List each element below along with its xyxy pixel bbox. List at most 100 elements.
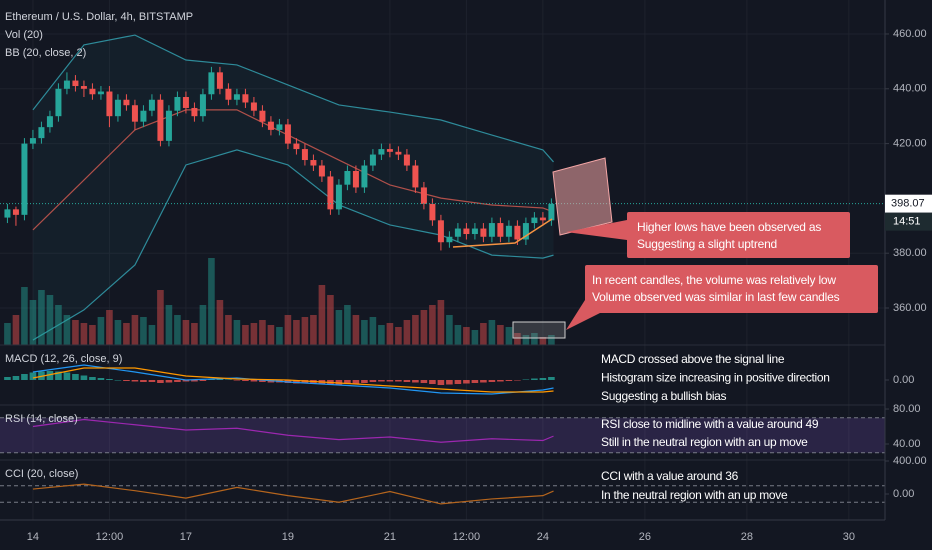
volume-bar <box>123 323 130 345</box>
volume-bar <box>157 290 164 345</box>
candle-body <box>114 99 121 117</box>
volume-bar <box>361 320 368 345</box>
histogram-bar <box>29 372 37 380</box>
y-tick-label: 440.00 <box>893 83 927 95</box>
x-tick-label: 30 <box>843 531 855 543</box>
candle-body <box>310 160 317 166</box>
histogram-bar <box>63 372 71 380</box>
callout-text: Suggesting a slight uptrend <box>637 237 777 251</box>
candle-body <box>12 209 19 215</box>
volume-bar <box>114 320 122 345</box>
histogram-bar <box>301 380 309 384</box>
histogram-bar <box>55 371 62 380</box>
histogram-bar <box>250 380 258 382</box>
callout-box <box>585 265 878 313</box>
candle-body <box>386 149 393 152</box>
candle-body <box>242 94 249 103</box>
volume-bar <box>72 320 79 345</box>
volume-bar <box>208 258 215 345</box>
histogram-bar <box>480 380 487 383</box>
candle-body <box>301 149 308 161</box>
candle-body <box>208 72 215 95</box>
volume-bar <box>463 327 470 345</box>
volume-bar <box>148 325 156 345</box>
volume-bar <box>403 320 411 345</box>
volume-bar <box>165 305 173 345</box>
annotation-text: Still in the neutral region with an up m… <box>601 435 808 449</box>
volume-bar <box>352 315 360 345</box>
legend-entry: Vol (20) <box>5 29 43 41</box>
histogram-bar <box>361 380 368 383</box>
candle-body <box>293 143 300 150</box>
histogram-bar <box>488 380 496 382</box>
volume-bar <box>437 300 445 345</box>
volume-bar <box>106 310 113 345</box>
histogram-bar <box>539 378 547 380</box>
histogram-bar <box>21 374 28 380</box>
volume-bar <box>21 287 28 345</box>
price-label-box <box>885 194 932 213</box>
candle-body <box>267 121 274 130</box>
histogram-bar <box>531 378 538 380</box>
y-tick-label: 80.00 <box>893 403 921 415</box>
volume-bar <box>46 295 54 345</box>
histogram-bar <box>429 380 436 384</box>
indicator-line <box>32 364 554 395</box>
volume-bar <box>497 325 504 345</box>
volume-bar <box>429 305 436 345</box>
volume-bar <box>191 323 198 345</box>
histogram-bar <box>157 380 164 383</box>
y-tick-label: 0.00 <box>893 488 914 500</box>
volume-bar <box>293 320 300 345</box>
volume-bar <box>344 305 351 345</box>
annotation-text: CCI with a value around 36 <box>601 469 739 483</box>
volume-bar <box>369 317 377 345</box>
histogram-bar <box>80 375 88 380</box>
x-tick-label: 17 <box>180 531 192 543</box>
volume-bar <box>140 317 147 345</box>
callout-text: Higher lows have been observed as <box>637 220 821 234</box>
histogram-bar <box>208 379 215 380</box>
candle-body <box>140 110 147 122</box>
histogram-bar <box>335 380 343 385</box>
volume-bar <box>199 305 207 345</box>
candle-body <box>38 127 45 139</box>
plot <box>0 34 885 505</box>
callout-box <box>627 212 850 258</box>
histogram-bar <box>174 380 181 382</box>
volume-highlight <box>512 321 566 339</box>
volume-bar <box>259 320 266 345</box>
volume-bar <box>514 333 521 345</box>
candle-body <box>21 143 28 215</box>
volume-bar <box>522 335 530 345</box>
x-tick-label: 19 <box>282 531 294 543</box>
histogram-bar <box>4 377 11 380</box>
volume-bar <box>318 285 326 345</box>
candle-body <box>446 236 453 243</box>
histogram-bar <box>106 379 113 380</box>
candle-body <box>327 176 334 210</box>
candle-body <box>276 124 283 130</box>
candle-body <box>4 209 11 218</box>
volume-bar <box>276 327 283 345</box>
volume-bar <box>488 320 496 345</box>
volume-bar <box>505 327 513 345</box>
candle-body <box>72 80 79 87</box>
x-tick-label: 21 <box>384 531 396 543</box>
histogram-bar <box>437 380 445 385</box>
volume-bar <box>284 315 292 345</box>
volume-bar <box>29 300 37 345</box>
histogram-bar <box>395 380 402 382</box>
bollinger-basis <box>32 109 554 231</box>
candle-body <box>344 170 351 185</box>
histogram-bar <box>463 380 470 384</box>
histogram-bar <box>191 380 198 382</box>
histogram-bar <box>412 380 419 383</box>
y-tick-label: 420.00 <box>893 137 927 149</box>
histogram-bar <box>446 380 453 385</box>
candle-body <box>123 99 130 106</box>
x-tick-label: 12:00 <box>453 531 481 543</box>
bollinger-band <box>32 149 554 341</box>
